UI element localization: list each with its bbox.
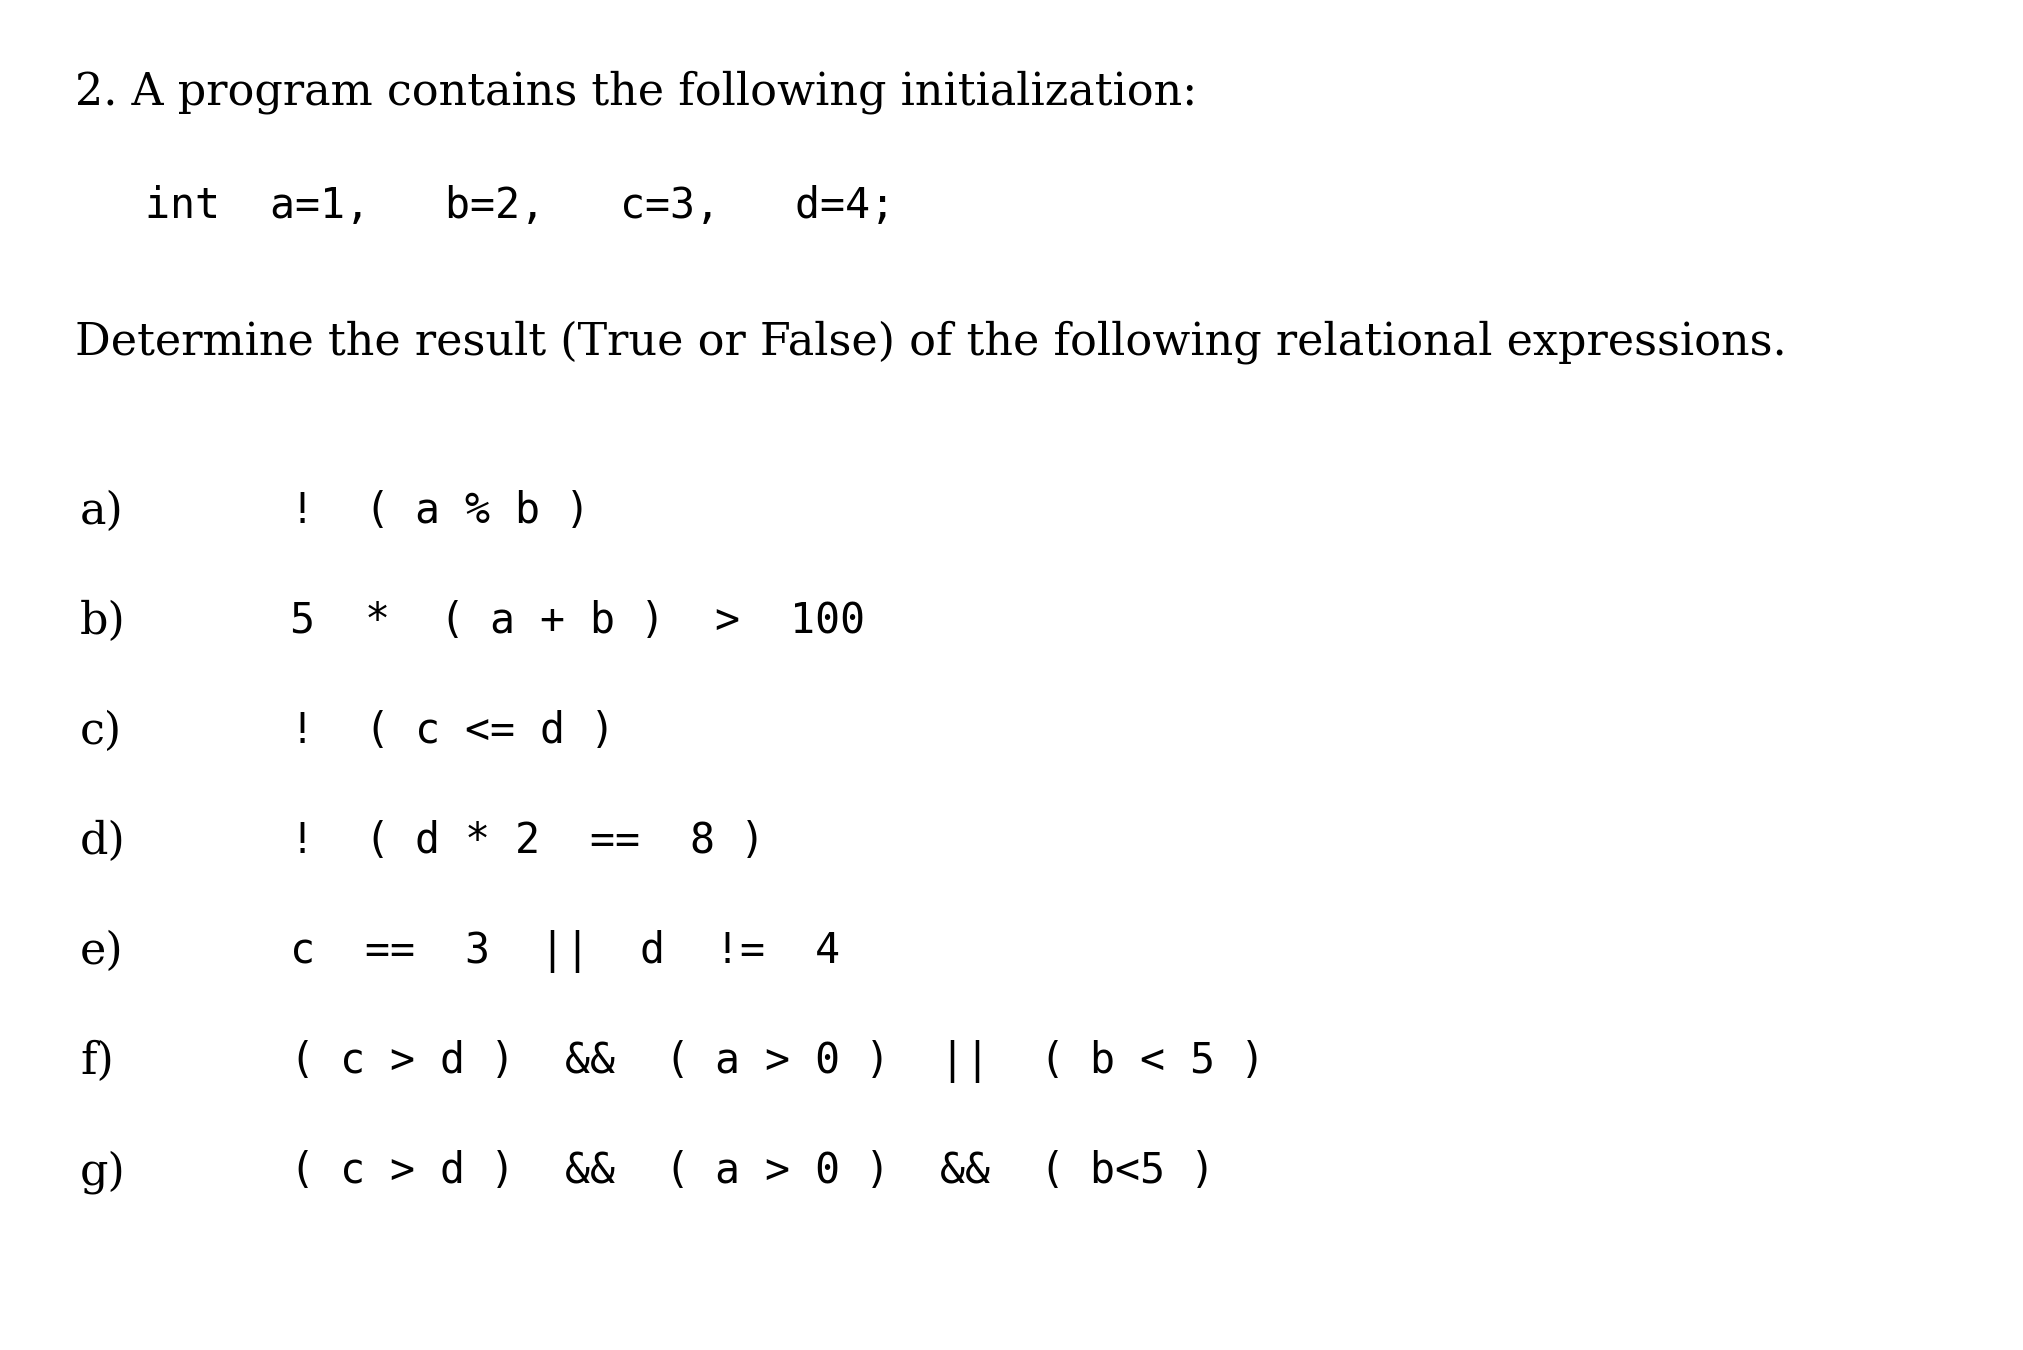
Text: c  ==  3  ||  d  !=  4: c == 3 || d != 4 <box>289 930 840 973</box>
Text: 5  *  ( a + b )  >  100: 5 * ( a + b ) > 100 <box>289 599 864 643</box>
Text: g): g) <box>81 1150 125 1193</box>
Text: ( c > d )  &&  ( a > 0 )  &&  ( b<5 ): ( c > d ) && ( a > 0 ) && ( b<5 ) <box>289 1150 1214 1192</box>
Text: !  ( a % b ): ! ( a % b ) <box>289 490 591 532</box>
Text: a): a) <box>81 490 123 533</box>
Text: f): f) <box>81 1040 113 1083</box>
Text: ( c > d )  &&  ( a > 0 )  ||  ( b < 5 ): ( c > d ) && ( a > 0 ) || ( b < 5 ) <box>289 1040 1264 1083</box>
Text: !  ( d * 2  ==  8 ): ! ( d * 2 == 8 ) <box>289 819 765 863</box>
Text: b): b) <box>81 599 125 643</box>
Text: Determine the result (True or False) of the following relational expressions.: Determine the result (True or False) of … <box>75 320 1786 363</box>
Text: !  ( c <= d ): ! ( c <= d ) <box>289 710 615 752</box>
Text: int  a=1,   b=2,   c=3,   d=4;: int a=1, b=2, c=3, d=4; <box>146 185 894 227</box>
Text: 2. A program contains the following initialization:: 2. A program contains the following init… <box>75 70 1198 113</box>
Text: c): c) <box>81 710 121 753</box>
Text: d): d) <box>81 819 125 863</box>
Text: e): e) <box>81 930 123 973</box>
